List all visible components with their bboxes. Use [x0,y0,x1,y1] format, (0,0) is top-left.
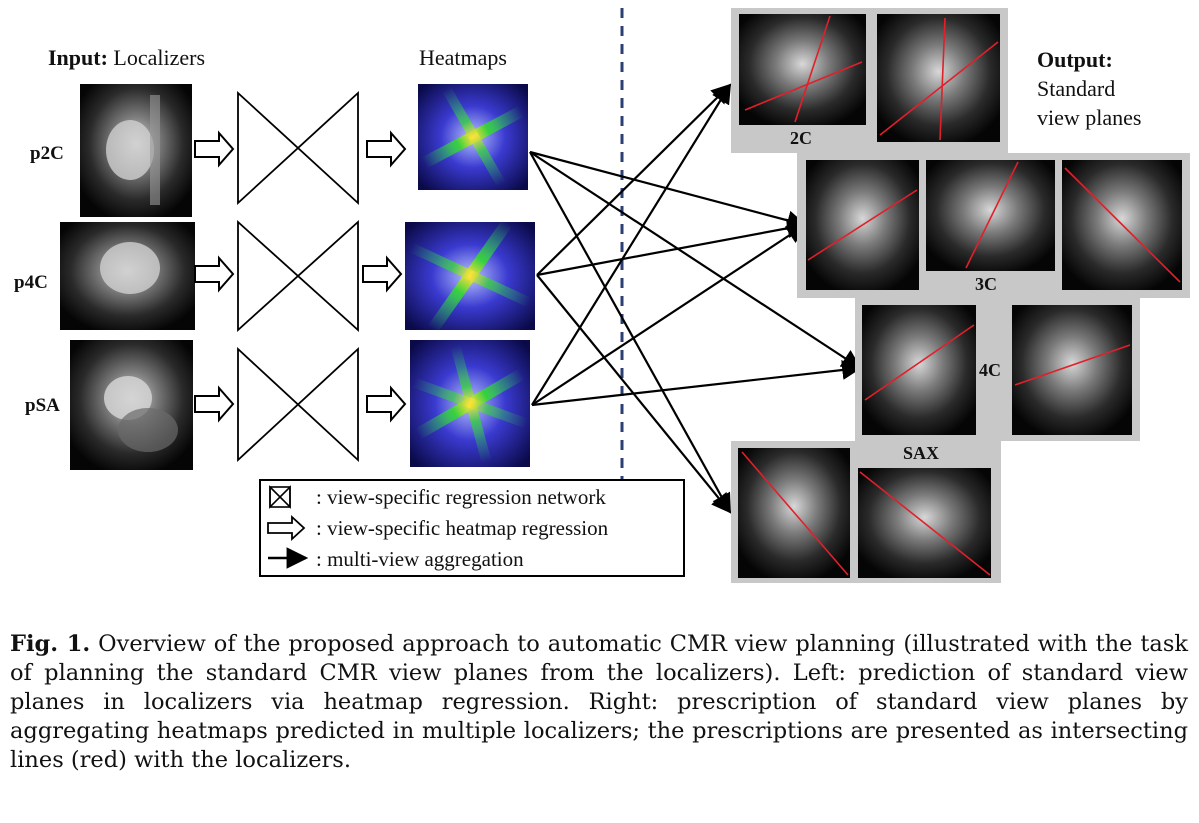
output-label-line3: view planes [1037,105,1142,130]
figure-caption: Fig. 1. Overview of the proposed approac… [10,630,1188,775]
heatmap-p2C [418,84,528,190]
legend-heatmap-icon [267,514,306,542]
row-label-p2C: p2C [30,143,64,164]
output-label: Output: Standard view planes [1037,45,1141,132]
legend-heatmap-text: : view-specific heatmap regression [316,516,609,540]
legend-network-text: : view-specific regression network [316,485,606,509]
output-group-label-SAX: SAX [903,443,940,463]
output-group-label-3C: 3C [975,274,997,294]
input-label-text: Localizers [113,45,206,70]
heatmaps-label: Heatmaps [419,45,507,70]
legend-network-icon [269,485,291,509]
heatmap-regression-arrow [362,130,407,423]
output-group-label-4C: 4C [979,360,1001,380]
output-images [738,14,1182,578]
legend-aggregation-text: : multi-view aggregation [316,547,524,571]
heatmap-pSA [410,340,530,467]
caption-label: Fig. 1. [10,631,91,657]
input-label: Input: Localizers [48,45,205,71]
input-label-bold: Input: [48,45,108,70]
heatmap-regression-arrow [194,130,235,423]
output-label-bold: Output: [1037,47,1113,72]
overview-figure [60,8,1190,583]
row-label-p4C: p4C [14,272,48,293]
output-group-label-2C: 2C [790,128,812,148]
row-label-pSA: pSA [25,395,60,416]
aggregation-arrows [529,83,862,514]
legend-box [259,479,685,577]
localizer-p2C [80,84,192,217]
output-label-line2: Standard [1037,76,1116,101]
caption-text: Overview of the proposed approach to aut… [10,631,1189,773]
localizer-p4C [60,222,195,330]
localizer-pSA [70,340,193,470]
regression-network [237,90,359,463]
heatmap-p4C [405,219,535,333]
